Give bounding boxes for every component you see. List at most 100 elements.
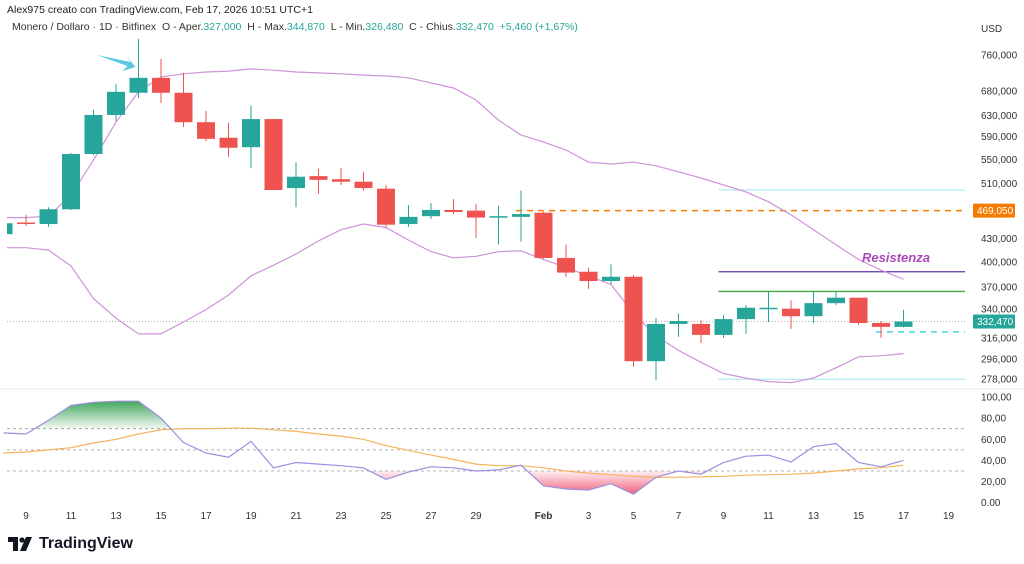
time-axis-tick: 7 (676, 511, 682, 522)
price-axis-tick: 278,000 (981, 375, 1018, 386)
time-axis-tick: 21 (290, 511, 302, 522)
close-value: 332,470 (455, 21, 494, 33)
time-axis-tick: 17 (200, 511, 212, 522)
candle-body (872, 322, 890, 327)
candle-body (624, 276, 643, 362)
time-axis-tick: 17 (898, 511, 910, 522)
time-axis-tick: 11 (763, 511, 774, 522)
time-axis-tick: 15 (853, 511, 865, 522)
candle (489, 205, 508, 245)
price-badge-label: 469,050 (977, 206, 1014, 217)
candle (62, 152, 80, 210)
candle (219, 122, 238, 157)
price-badge (973, 314, 1015, 329)
candle-body (7, 223, 13, 235)
candle-body (129, 77, 148, 93)
arrow-annotation-icon (96, 55, 136, 71)
candle-body (849, 297, 868, 323)
candle (197, 110, 215, 142)
time-axis-tick: 15 (155, 511, 167, 522)
candle-body (219, 137, 238, 148)
open-value: 327,000 (203, 21, 242, 33)
candle (129, 38, 148, 99)
candle-body (39, 209, 58, 224)
candle (332, 168, 350, 185)
upper-band-line (7, 68, 904, 280)
candle (827, 291, 845, 305)
time-axis-tick: 19 (245, 511, 257, 522)
price-axis-tick: 430,000 (981, 234, 1018, 245)
time-axis-tick: Feb (535, 511, 553, 522)
candle-body (827, 297, 845, 304)
candle-body (804, 303, 823, 317)
candle-body (264, 119, 283, 190)
close-label: C - Chius. (409, 21, 456, 33)
candle (7, 223, 13, 235)
low-value: 326,480 (365, 21, 404, 33)
candle-body (62, 154, 80, 210)
candle-body (107, 91, 125, 115)
price-axis-tick: 510,000 (981, 179, 1018, 190)
candle-body (174, 92, 193, 123)
candle (602, 264, 620, 285)
rsi-ma-line (3, 427, 904, 478)
candle (174, 72, 193, 127)
high-value: 344,870 (286, 21, 325, 33)
time-axis-tick: 29 (470, 511, 482, 522)
price-axis-tick: 316,000 (981, 333, 1018, 344)
time-axis-tick: 3 (586, 511, 592, 522)
candle (84, 109, 103, 156)
time-axis-tick: 23 (335, 511, 347, 522)
time-axis-tick: 11 (66, 511, 77, 522)
candle (107, 83, 125, 122)
candle (512, 190, 530, 242)
candle-body (467, 210, 485, 218)
candle-body (782, 308, 800, 317)
rsi-overbought-fill (34, 401, 171, 429)
candle (309, 168, 328, 194)
candle (894, 309, 913, 328)
candle (692, 320, 710, 344)
tradingview-logo[interactable]: TradingView (8, 535, 133, 553)
rsi-line (3, 400, 904, 495)
candle (782, 300, 800, 329)
candle-body (579, 271, 598, 282)
candle-body (647, 323, 665, 362)
time-axis-tick: 25 (380, 511, 392, 522)
candle (287, 162, 305, 208)
rsi-axis-tick: 100,00 (981, 393, 1012, 404)
price-axis-tick: 590,000 (981, 132, 1018, 143)
candle-body (534, 212, 553, 258)
symbol-name[interactable]: Monero / Dollaro · 1D · Bitfinex (12, 21, 157, 33)
candle (624, 275, 643, 367)
candle-body (692, 323, 710, 335)
lower-band-line (7, 223, 904, 384)
candle (647, 318, 665, 381)
candle (39, 207, 58, 227)
rsi-oversold-fill (369, 470, 708, 495)
candle (579, 267, 598, 289)
candle-body (399, 216, 418, 224)
rsi-axis-tick: 80,00 (981, 414, 1006, 425)
candle-body (287, 176, 305, 189)
candle (377, 184, 395, 228)
price-axis-tick: 296,000 (981, 355, 1018, 366)
candle-body (197, 122, 215, 139)
candle (354, 171, 373, 191)
time-axis-tick: 9 (23, 511, 29, 522)
candle (669, 313, 688, 337)
candle-body (84, 114, 103, 155)
candle (152, 58, 170, 103)
candle (737, 304, 755, 334)
candle-body (894, 321, 913, 327)
time-axis-tick: 27 (425, 511, 437, 522)
price-axis-tick: 630,000 (981, 111, 1018, 122)
candle (399, 205, 418, 227)
candle-body (512, 214, 530, 217)
candle-body (422, 209, 440, 217)
rsi-axis-tick: 0.00 (981, 498, 1001, 509)
candle-body (309, 176, 328, 180)
candle-body (602, 276, 620, 282)
candle (534, 212, 553, 260)
